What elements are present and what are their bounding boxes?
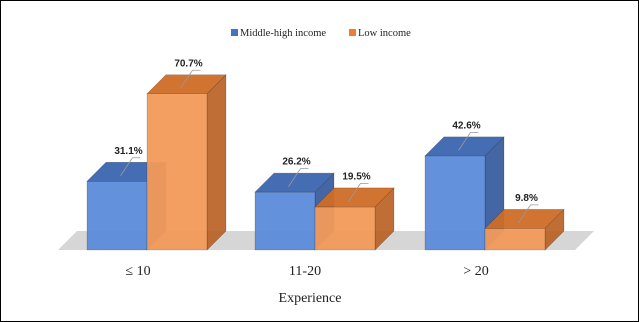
x-axis: ≤ 10 11-20 > 20 Experience [125, 264, 488, 306]
data-label-middle-high-0: 31.1% [114, 146, 142, 157]
x-axis-title: Experience [279, 291, 342, 306]
legend-swatch-low [349, 29, 356, 36]
leader-line-0-2 [458, 131, 479, 151]
bar-low-0-side [206, 74, 227, 251]
legend-label-middle-high: Middle-high income [240, 28, 326, 39]
bar-middle-high-1-top [254, 172, 335, 193]
bars-layer [86, 74, 565, 251]
leader-line-0-1 [288, 168, 309, 187]
data-label-low-1: 19.5% [342, 171, 370, 182]
data-label-middle-high-1: 26.2% [282, 157, 310, 168]
bar-low-2-top [484, 209, 565, 229]
data-label-middle-high-2: 42.6% [452, 120, 480, 131]
bar-low-1-top [314, 187, 395, 208]
legend-swatch-middle-high [231, 29, 238, 36]
bar-middle-high-2-front [424, 155, 486, 251]
data-label-low-2: 9.8% [515, 193, 538, 204]
leader-line-1-0 [180, 69, 201, 89]
data-labels-layer: 31.1% 70.7% 26.2% 19.5% 42.6% 9.8% [114, 58, 539, 224]
x-tick-label-1: 11-20 [289, 264, 321, 279]
legend-label-low: Low income [358, 28, 411, 39]
leader-line-0-0 [120, 157, 141, 176]
bar-low-0-top [146, 74, 227, 95]
data-label-low-0: 70.7% [174, 58, 202, 69]
leader-line-1-2 [518, 204, 539, 224]
bar-middle-high-0-front [86, 180, 148, 251]
x-tick-label-0: ≤ 10 [125, 264, 150, 279]
bar-middle-high-1-front [254, 191, 316, 251]
bar-low-1-front [314, 206, 376, 251]
x-tick-label-2: > 20 [463, 264, 488, 279]
bar-middle-high-2-top [424, 136, 505, 157]
legend: Middle-high income Low income [231, 28, 411, 39]
bar-low-0-front [146, 93, 208, 251]
leader-line-1-1 [348, 183, 369, 202]
bar-low-2-front [484, 228, 546, 251]
